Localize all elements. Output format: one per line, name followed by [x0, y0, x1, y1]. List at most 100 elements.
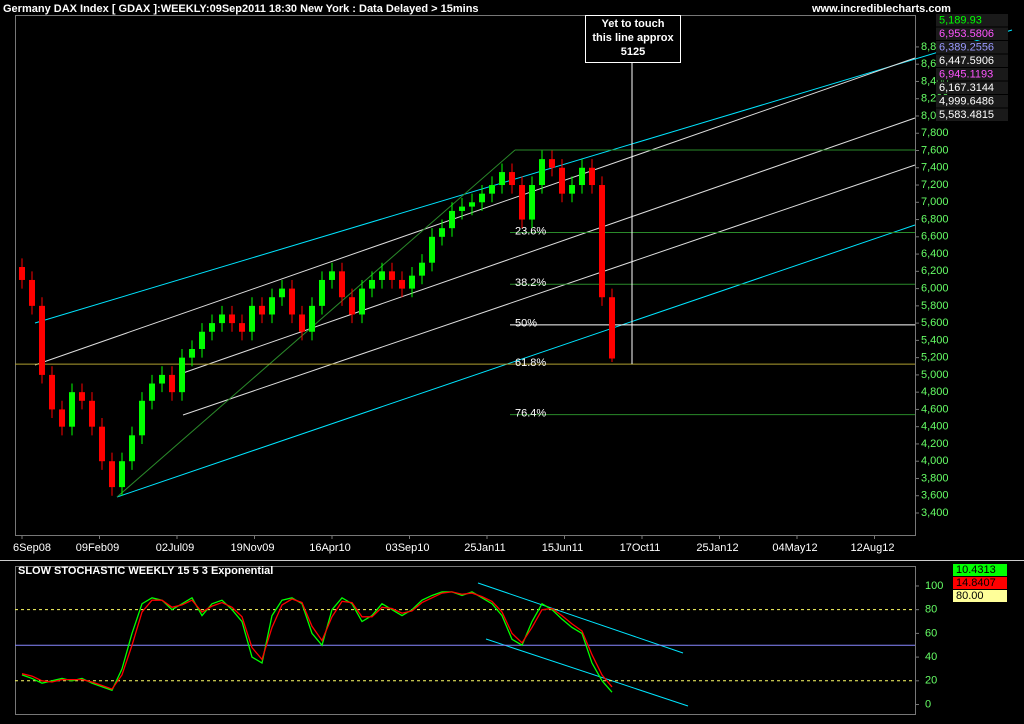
candle-body	[539, 159, 545, 186]
indicator-trend	[477, 582, 684, 654]
y-tick-label: 5,000	[921, 369, 949, 381]
candle-body	[129, 435, 135, 462]
y-tick-label: 4,600	[921, 403, 949, 415]
candle-body	[399, 279, 405, 289]
annotation-text: Yet to touch	[602, 18, 665, 30]
y-tick-label: 5,200	[921, 352, 949, 364]
legend-value: 80.00	[956, 590, 984, 602]
indicator-title: SLOW STOCHASTIC WEEKLY 15 5 3 Exponentia…	[18, 565, 273, 577]
candle-body	[199, 331, 205, 350]
candle-body	[519, 185, 525, 220]
candle-body	[169, 374, 175, 393]
legend-box	[953, 577, 1007, 589]
y-tick-label: 3,600	[921, 490, 949, 502]
y-tick-label: 7,800	[921, 127, 949, 139]
legend-value: 6,167.3144	[939, 82, 994, 94]
candle-body	[219, 314, 225, 324]
candle-body	[179, 357, 185, 393]
candle-body	[589, 167, 595, 186]
candle-body	[279, 288, 285, 298]
candle-body	[209, 323, 215, 332]
candle-body	[579, 167, 585, 186]
fib-label: 50%	[515, 318, 537, 330]
candle-body	[259, 305, 265, 315]
legend-box	[936, 81, 1008, 94]
candle-body	[59, 409, 65, 427]
y-tick-label: 7,400	[921, 162, 949, 174]
candle-body	[429, 236, 435, 263]
channel-line	[34, 57, 916, 366]
candle-body	[369, 279, 375, 289]
candle-body	[99, 426, 105, 462]
candle-body	[379, 271, 385, 280]
candle-body	[329, 271, 335, 280]
candle-body	[509, 172, 515, 186]
y-tick-label: 5,600	[921, 317, 949, 329]
legend-box	[936, 68, 1008, 81]
candle-body	[69, 392, 75, 427]
y-tick-label: 4,200	[921, 438, 949, 450]
legend-value: 6,447.5906	[939, 55, 994, 67]
fib-label: 76.4%	[515, 408, 546, 420]
x-tick-label: 09Feb09	[76, 542, 119, 554]
candle-body	[149, 383, 155, 401]
stochastic-line	[21, 591, 613, 690]
candle-body	[479, 193, 485, 203]
candle-body	[529, 185, 535, 220]
candle-body	[79, 392, 85, 401]
chart-title: Germany DAX Index [ GDAX ]:WEEKLY:09Sep2…	[3, 3, 479, 15]
candle-body	[289, 288, 295, 315]
y-tick-label: 6,800	[921, 213, 949, 225]
candle-body	[319, 279, 325, 306]
y-tick-label: 7,200	[921, 179, 949, 191]
y-tick-label: 60	[925, 627, 937, 639]
y-tick-label: 100	[925, 580, 943, 592]
legend-box	[936, 14, 1008, 27]
legend-value: 6,953.5806	[939, 28, 994, 40]
candle-body	[89, 400, 95, 427]
legend-value: 6,389.2556	[939, 41, 994, 53]
x-tick-label: 25Jan11	[464, 542, 505, 554]
x-tick-label: 02Jul09	[156, 542, 195, 554]
legend-value: 4,999.6486	[939, 95, 994, 107]
candle-body	[409, 275, 415, 289]
candle-body	[449, 210, 455, 229]
annotation-box	[585, 15, 681, 63]
channel-line	[34, 29, 1013, 324]
candle-body	[229, 314, 235, 324]
candle-body	[349, 297, 355, 315]
legend-value: 14.8407	[956, 577, 996, 589]
legend-box	[953, 590, 1007, 602]
legend-value: 6,945.1193	[939, 68, 993, 80]
y-tick-label: 7,000	[921, 196, 949, 208]
annotation-text: 5125	[621, 46, 645, 58]
channel-line	[116, 149, 516, 498]
candle-body	[599, 185, 605, 298]
candle-body	[49, 374, 55, 410]
x-tick-label: 04May12	[772, 542, 817, 554]
candle-body	[419, 262, 425, 276]
x-tick-label: 17Oct11	[620, 542, 661, 554]
y-tick-label: 7,600	[921, 144, 949, 156]
y-tick-label: 0	[925, 698, 931, 710]
legend-box	[936, 27, 1008, 40]
candle-body	[139, 400, 145, 436]
candle-body	[459, 206, 465, 211]
annotation-text: this line approx	[592, 32, 674, 44]
x-tick-label: 15Jun11	[542, 542, 583, 554]
candle-body	[119, 461, 125, 488]
indicator-trend	[485, 638, 689, 707]
legend-box	[936, 95, 1008, 108]
y-tick-label: 3,400	[921, 507, 949, 519]
candle-body	[499, 172, 505, 186]
price-panel	[15, 15, 916, 536]
x-tick-label: 6Sep08	[13, 542, 51, 554]
candle-body	[269, 297, 275, 315]
y-tick-label: 6,600	[921, 231, 949, 243]
x-tick-label: 25Jan12	[696, 542, 738, 554]
legend-box	[953, 564, 1007, 576]
candle-body	[439, 228, 445, 237]
stochastic-line	[21, 591, 613, 693]
legend-value: 5,583.4815	[939, 109, 994, 121]
y-tick-label: 20	[925, 675, 937, 687]
